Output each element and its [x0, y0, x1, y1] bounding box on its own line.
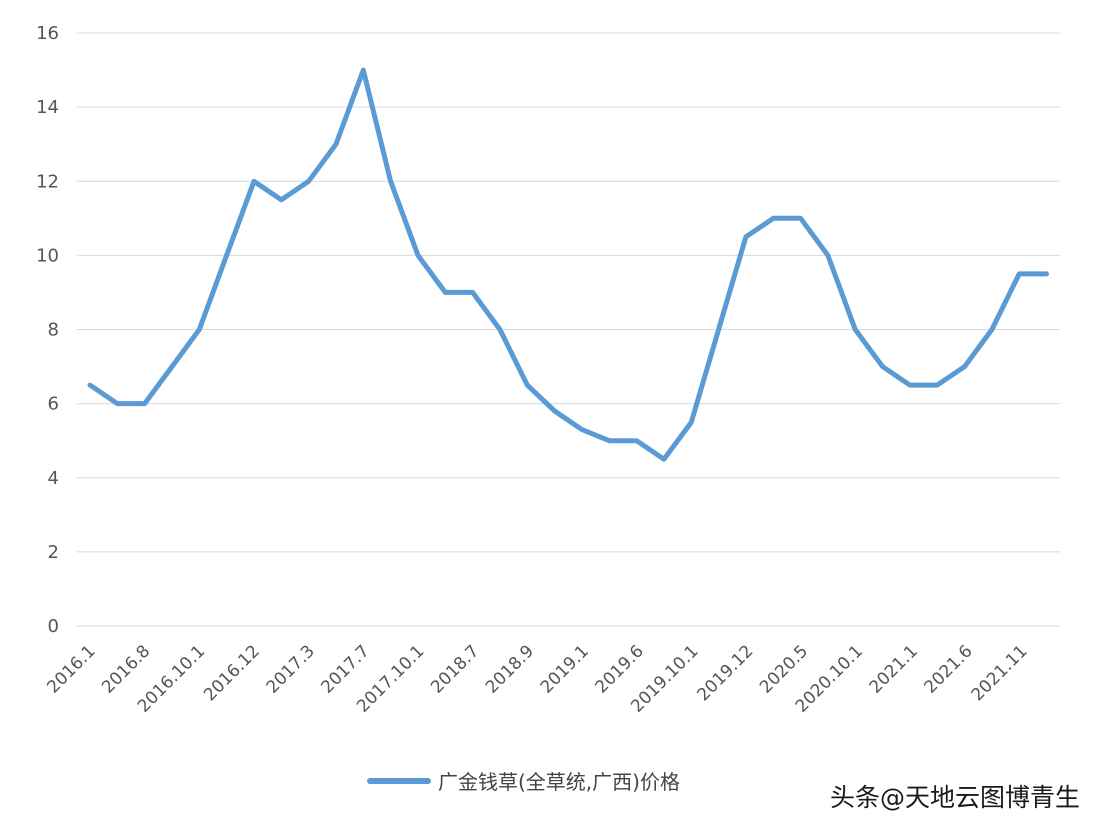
y-tick-label: 2 — [48, 542, 59, 563]
x-tick-label: 2021.1 — [866, 641, 922, 697]
y-tick-label: 6 — [48, 394, 59, 415]
watermark: 头条@天地云图博青生 — [830, 783, 1080, 812]
x-tick-label: 2021.11 — [968, 641, 1032, 705]
x-tick-label: 2018.9 — [482, 641, 538, 697]
watermark-text: 头条@天地云图博青生 — [830, 783, 1080, 812]
y-tick-label: 12 — [36, 171, 59, 192]
y-tick-label: 0 — [48, 616, 59, 637]
legend: 广金钱草(全草统,广西)价格 — [367, 770, 680, 794]
series-lines — [87, 67, 1049, 462]
y-axis-tick-labels: 0 2 4 6 8 10 12 14 16 — [36, 23, 59, 637]
x-tick-label: 2016.12 — [200, 641, 264, 705]
x-tick-label: 2016.1 — [43, 641, 99, 697]
y-tick-label: 4 — [48, 468, 59, 489]
y-tick-label: 8 — [48, 320, 59, 341]
x-tick-label: 2019.1 — [537, 641, 593, 697]
x-axis-tick-labels: 2016.12016.82016.10.12016.122017.32017.7… — [43, 641, 1031, 716]
grid-lines — [77, 32, 1060, 627]
y-tick-label: 16 — [36, 23, 59, 44]
y-tick-label: 10 — [36, 245, 59, 266]
series-line — [87, 67, 1049, 462]
x-tick-label: 2017.3 — [263, 641, 319, 697]
legend-label: 广金钱草(全草统,广西)价格 — [438, 770, 680, 794]
y-tick-label: 14 — [36, 97, 59, 118]
x-tick-label: 2018.7 — [427, 641, 483, 697]
x-tick-label: 2019.12 — [694, 641, 758, 705]
